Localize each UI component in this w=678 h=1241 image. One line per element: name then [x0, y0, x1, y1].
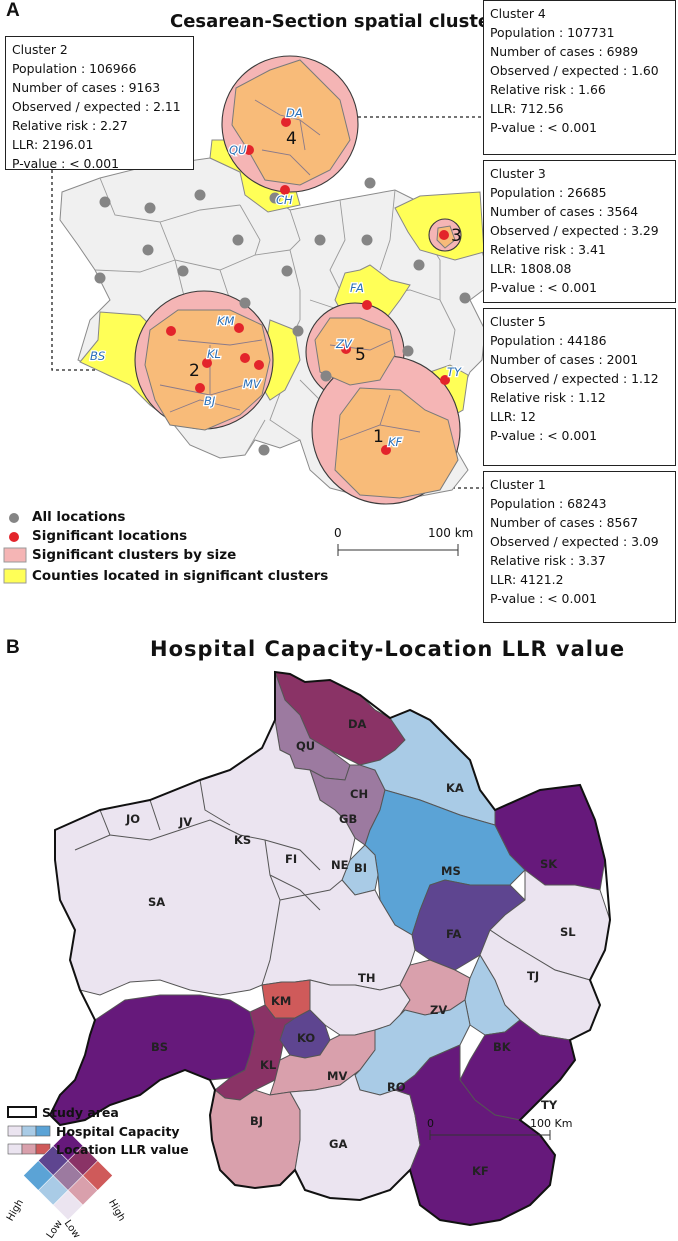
legend-location-llr: Location LLR value [56, 1142, 189, 1157]
cluster-map: DA QU CH SK FA ZV KM KL MV BS BJ TY KF 1… [3, 55, 504, 584]
county-label-gb: GB [339, 812, 357, 826]
location-label-kl: KL [207, 347, 221, 361]
all-location-dots [94, 177, 471, 456]
scale-a-end: 100 km [428, 526, 474, 540]
cluster-number-4: 4 [286, 129, 297, 149]
county-label-zv: ZV [430, 1003, 447, 1017]
county-label-fa: FA [446, 927, 462, 941]
location-label-ch: CH [276, 193, 293, 207]
scale-a-start: 0 [334, 526, 342, 540]
county-label-da: DA [348, 717, 367, 731]
county-label-sk: SK [540, 857, 558, 871]
location-label-bj: BJ [204, 394, 216, 408]
legend-gray-dot [9, 513, 19, 523]
bivariate-map: DA QU CH KA JO JV KS GB FI BI MS SK NE S… [7, 670, 612, 1227]
legend-red-dot [9, 532, 19, 542]
location-label-km: KM [217, 314, 235, 328]
county-label-ks: KS [234, 833, 251, 847]
county-label-km: KM [271, 994, 291, 1008]
county-label-ko: KO [297, 1031, 315, 1045]
study-area-outline [48, 670, 612, 1227]
cluster-county-overlap [144, 59, 459, 499]
county-label-ka: KA [446, 781, 464, 795]
cluster-3-info: Cluster 3 Population : 26685 Number of c… [483, 160, 676, 303]
cluster-5-info: Cluster 5 Population : 44186 Number of c… [483, 308, 676, 466]
panel-a-title: Cesarean-Section spatial clusters [170, 11, 510, 32]
panel-b-letter: B [6, 637, 20, 658]
location-label-fa: FA [350, 281, 364, 295]
cluster-number-1: 1 [373, 427, 384, 447]
bivariate-matrix [23, 1130, 113, 1221]
county-label-tj: TJ [527, 969, 539, 983]
cluster-number-2: 2 [189, 361, 200, 381]
county-labels-b: DA QU CH KA JO JV KS GB FI BI MS SK NE S… [125, 717, 576, 1178]
cluster-number-3: 3 [451, 226, 462, 246]
overlap-lines [159, 99, 421, 441]
county-label-ro: RO [387, 1080, 406, 1094]
location-label-bs: BS [90, 349, 105, 363]
cluster-numbers: 1 2 3 4 5 [189, 129, 462, 447]
county-label-bk: BK [493, 1040, 512, 1054]
panel-b-title: Hospital Capacity-Location LLR value [150, 637, 626, 661]
legend-yellow-box [3, 568, 27, 584]
legend-significant-locations: Significant locations [32, 528, 188, 544]
county-label-bi: BI [354, 861, 367, 875]
legend-counties-in-clusters: Counties located in significant clusters [32, 568, 329, 584]
county-label-bj: BJ [250, 1114, 263, 1128]
location-label-ty: TY [447, 365, 462, 379]
location-label-mv: MV [243, 377, 262, 391]
legend-a-symbols [3, 513, 27, 584]
county-label-kl: KL [260, 1058, 277, 1072]
scale-b-end: 100 Km [530, 1117, 573, 1130]
county-label-qu: QU [296, 739, 315, 753]
county-label-ty: TY [541, 1098, 558, 1112]
location-label-zv: ZV [335, 337, 353, 351]
county-label-ms: MS [441, 864, 461, 878]
scale-b-start: 0 [427, 1117, 434, 1130]
county-label-ga: GA [329, 1137, 347, 1151]
leader-lines [51, 116, 483, 489]
scale-bar-b [429, 1130, 551, 1140]
county-label-ne: NE [331, 858, 349, 872]
county-label-jo: JO [125, 812, 140, 826]
cluster-1-info: Cluster 1 Population : 68243 Number of c… [483, 471, 676, 623]
legend-study-area-box [7, 1106, 37, 1118]
county-label-kf: KF [472, 1164, 489, 1178]
legend-hospital-capacity: Hospital Capacity [56, 1124, 180, 1139]
county-label-bs: BS [151, 1040, 168, 1054]
location-label-qu: QU [229, 143, 247, 157]
county-lines-b [74, 779, 343, 986]
county-label-ch: CH [350, 787, 368, 801]
location-label-da: DA [286, 106, 303, 120]
cluster-2-info: Cluster 2 Population : 106966 Number of … [5, 36, 194, 171]
legend-significant-clusters: Significant clusters by size [32, 547, 237, 563]
legend-study-area: Study area [42, 1105, 119, 1120]
county-label-sl: SL [560, 925, 576, 939]
legend-pink-box [3, 547, 27, 563]
county-label-fi: FI [285, 852, 297, 866]
significant-location-dots [166, 117, 450, 455]
cluster-4-info: Cluster 4 Population : 107731 Number of … [483, 0, 676, 155]
county-label-th: TH [358, 971, 375, 985]
cluster-number-5: 5 [355, 345, 366, 365]
legend-b-symbols [7, 1106, 51, 1155]
county-label-sa: SA [148, 895, 165, 909]
scale-bar-a [337, 544, 459, 556]
county-label-jv: JV [178, 815, 192, 829]
county-label-mv: MV [327, 1069, 347, 1083]
panel-a-letter: A [6, 0, 20, 21]
location-label-kf: KF [388, 435, 403, 449]
legend-all-locations: All locations [32, 509, 126, 525]
